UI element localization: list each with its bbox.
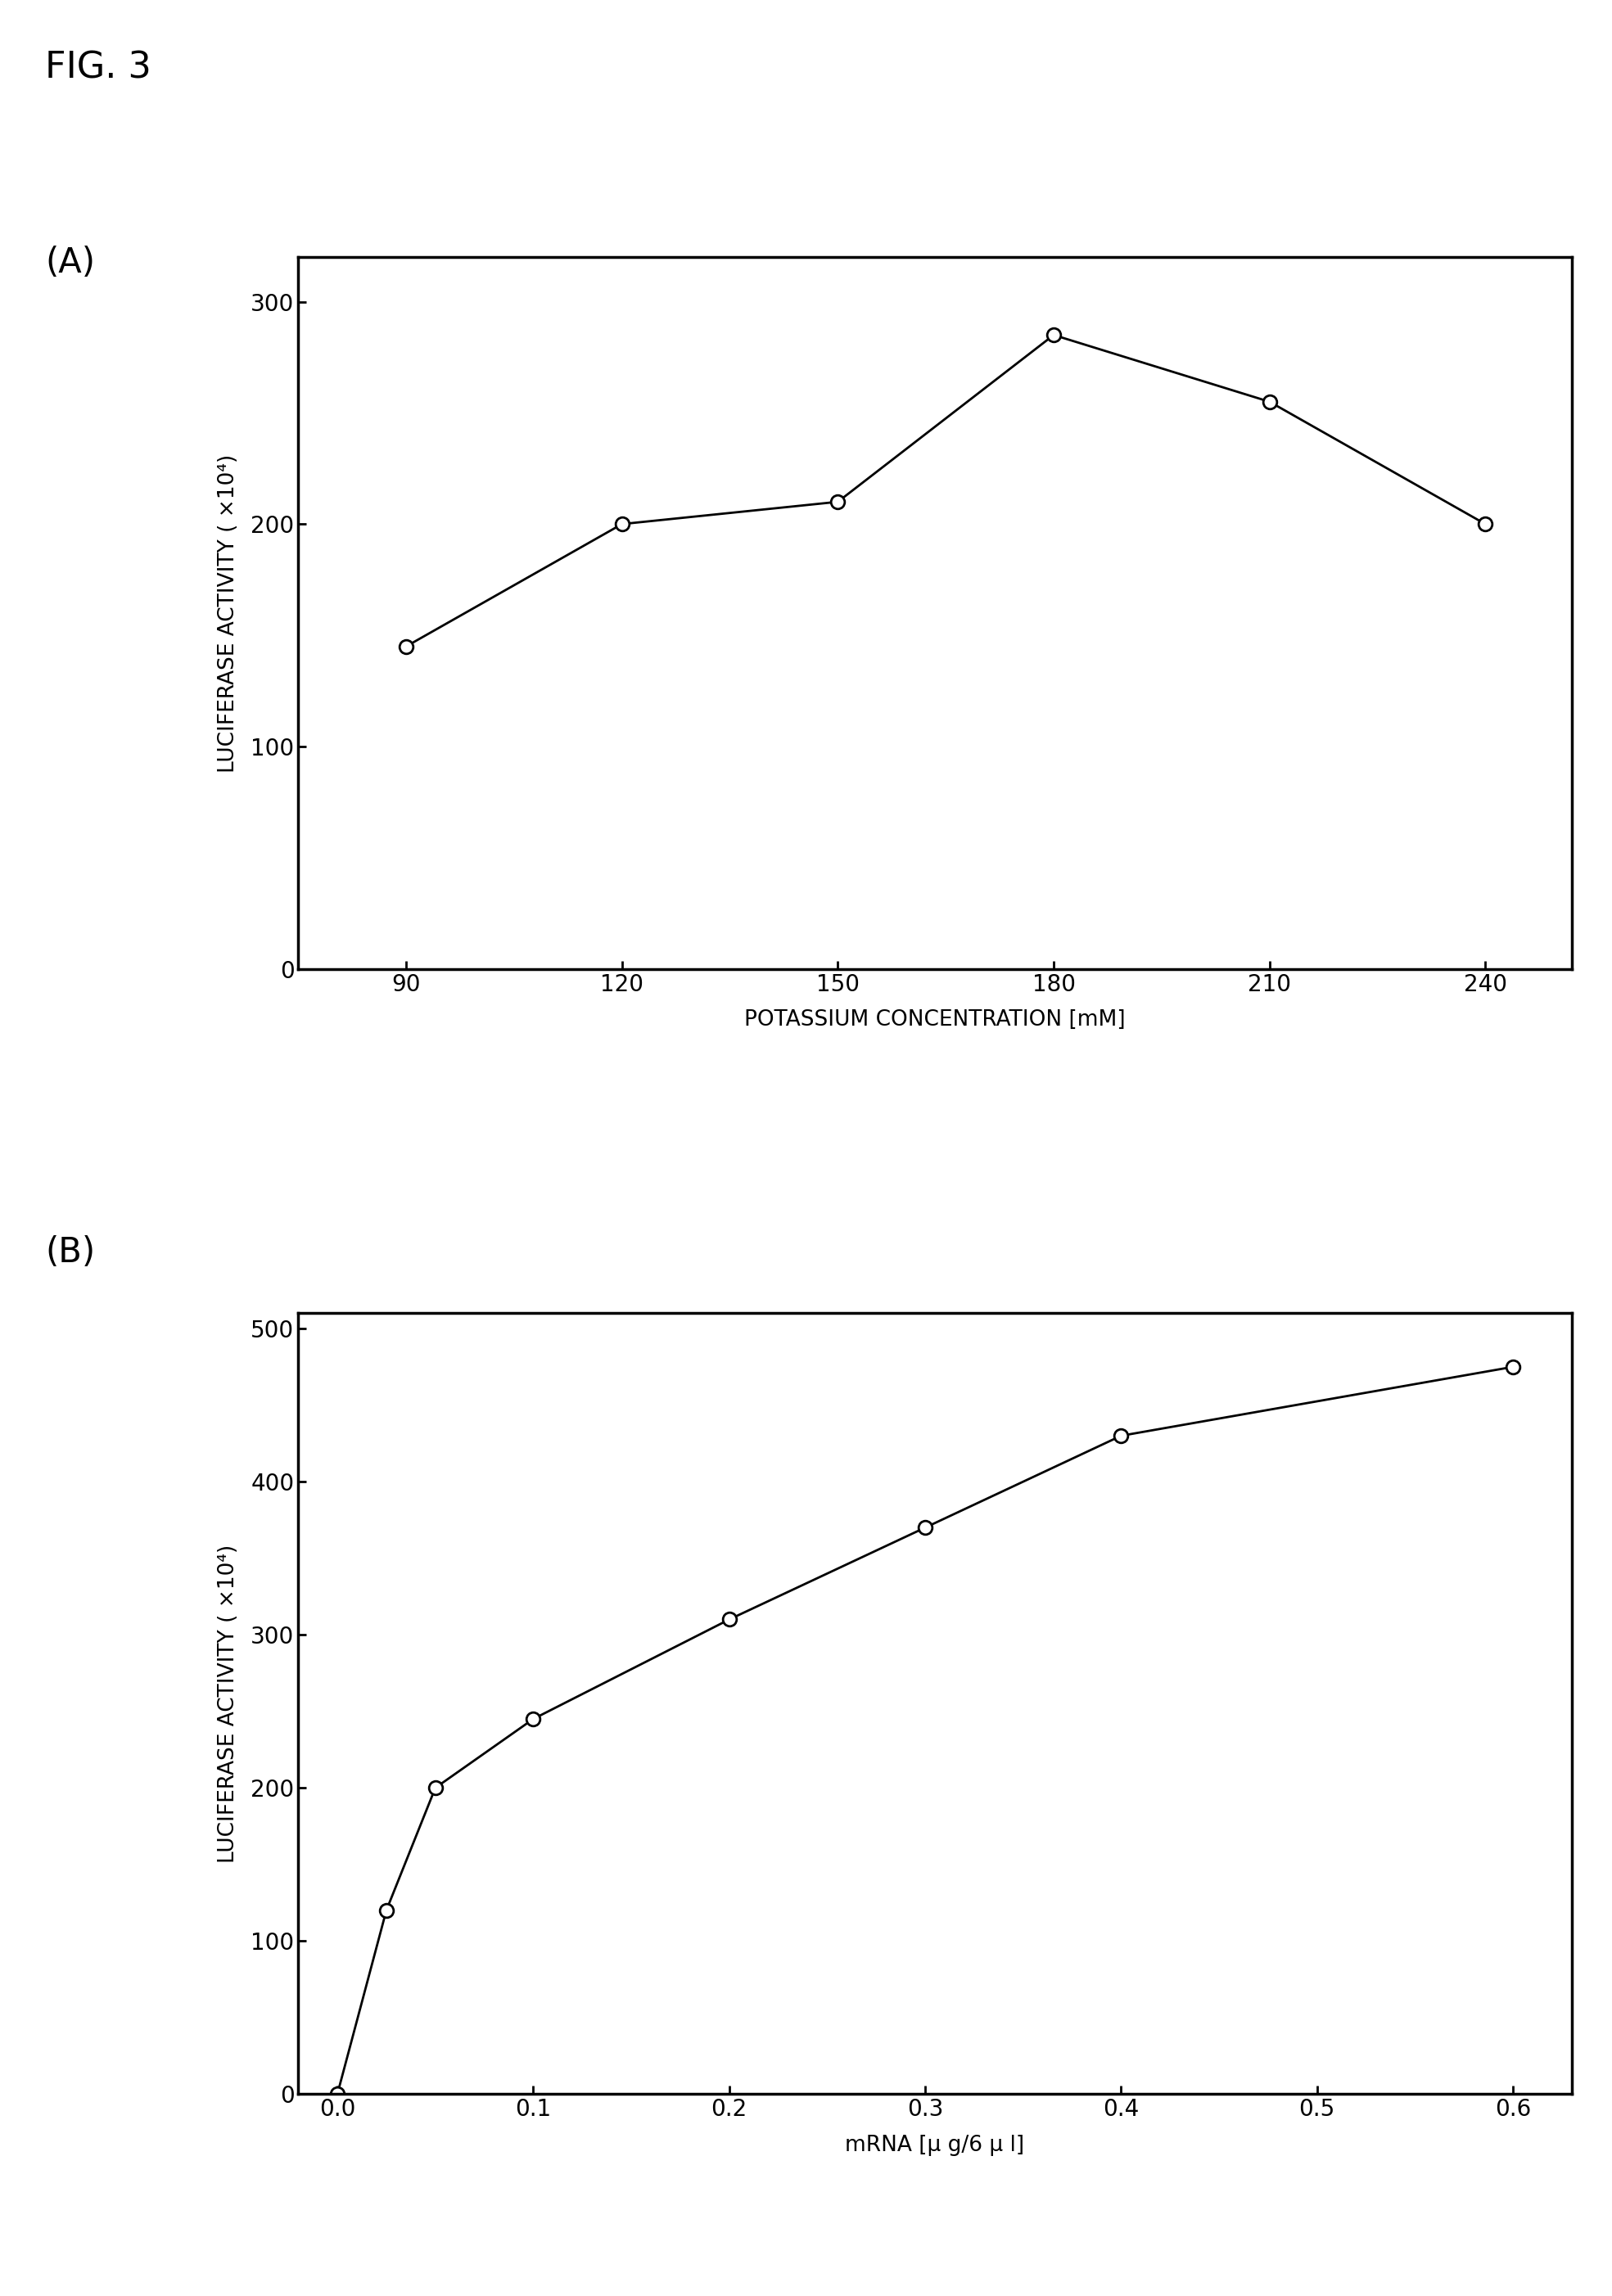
Text: (B): (B): [45, 1235, 95, 1270]
Text: FIG. 3: FIG. 3: [45, 51, 152, 85]
Text: (A): (A): [45, 246, 95, 280]
Y-axis label: LUCIFERASE ACTIVITY ( ×10⁴): LUCIFERASE ACTIVITY ( ×10⁴): [218, 1545, 239, 1862]
Y-axis label: LUCIFERASE ACTIVITY ( ×10⁴): LUCIFERASE ACTIVITY ( ×10⁴): [218, 455, 239, 771]
X-axis label: mRNA [μ g/6 μ l]: mRNA [μ g/6 μ l]: [845, 2135, 1025, 2156]
X-axis label: POTASSIUM CONCENTRATION [mM]: POTASSIUM CONCENTRATION [mM]: [745, 1010, 1125, 1031]
